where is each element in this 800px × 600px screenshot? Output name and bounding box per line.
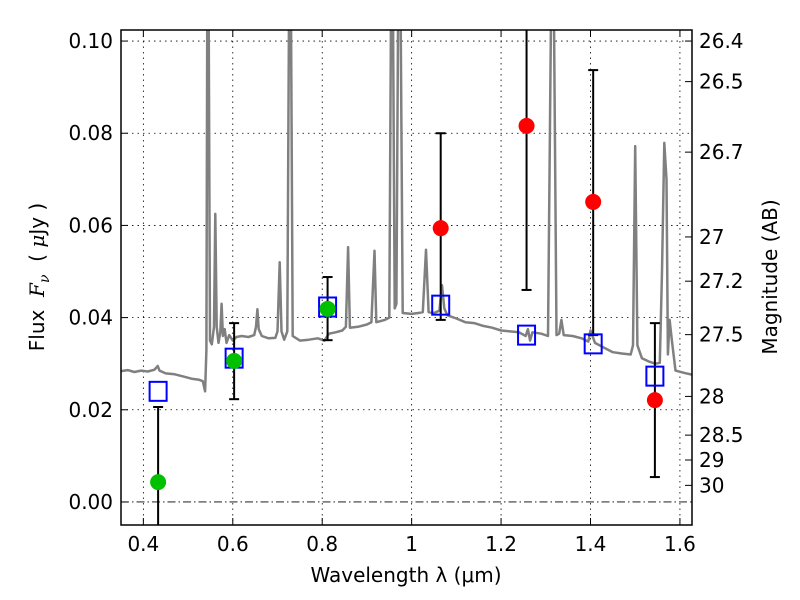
y-axis-label: Flux Fν ( μJy )	[25, 203, 53, 351]
x-tick-label: 1	[405, 532, 418, 556]
grid	[121, 30, 692, 525]
observed-photometry-point	[226, 352, 243, 369]
y-axis-label-unit-open: (	[25, 248, 49, 275]
tick-labels: 0.4 0.6 0.8 1 1.2 1.4 1.6 0.00 0.02 0.04 0.06 0.08 0…	[68, 29, 743, 556]
y-axis-label-symbol: F	[25, 282, 49, 298]
y2-tick-label: 26.5	[699, 70, 744, 94]
spectrum-line	[121, 30, 692, 393]
observed-photometry-point	[319, 300, 336, 317]
observed-photometry-point	[150, 474, 167, 491]
plot-frame	[120, 29, 693, 526]
y-axis-label-subscript: ν	[37, 274, 53, 283]
y2-axis-label: Magnitude (AB)	[758, 199, 782, 354]
observed-photometry-point	[585, 193, 602, 210]
y2-tick-label: 27	[699, 225, 724, 249]
y-tick-label: 0.02	[68, 398, 113, 422]
marker-layer	[150, 117, 663, 491]
spectrum-layer	[121, 30, 692, 393]
y-tick-label: 0.04	[68, 306, 113, 330]
y2-tick-label: 29	[699, 448, 724, 472]
model-photometry-square	[431, 294, 451, 316]
observed-photometry-point	[518, 117, 535, 134]
x-axis-label: Wavelength λ (μm)	[310, 563, 501, 587]
observed-photometry-point	[646, 392, 663, 409]
y-axis-label-mu: μ	[25, 235, 49, 248]
y2-tick-label: 26.7	[699, 140, 744, 164]
y-tick-label: 0.06	[68, 213, 113, 237]
y2-tick-label: 28	[699, 384, 724, 408]
y-axis-label-prefix: Flux	[25, 297, 49, 351]
square-layer	[148, 294, 665, 402]
model-photometry-square	[517, 324, 537, 346]
x-tick-label: 0.4	[127, 532, 159, 556]
y-tick-label: 0.00	[68, 490, 113, 514]
model-photometry-square	[148, 380, 168, 402]
y2-tick-label: 26.4	[699, 29, 744, 53]
x-tick-label: 0.6	[217, 532, 249, 556]
y2-tick-label: 28.5	[699, 423, 744, 447]
y2-tick-label: 27.2	[699, 269, 744, 293]
y2-tick-label: 27.5	[699, 323, 744, 347]
x-tick-label: 0.8	[306, 532, 338, 556]
model-photometry-square	[645, 365, 665, 387]
x-tick-label: 1.4	[575, 532, 607, 556]
model-photometry-square	[583, 333, 603, 355]
y-tick-label: 0.10	[68, 29, 113, 53]
y-axis-label-unit: Jy )	[25, 203, 49, 237]
x-tick-label: 1.2	[485, 532, 517, 556]
ticks	[121, 30, 692, 525]
y2-axis-label-text: Magnitude (AB)	[758, 199, 782, 354]
observed-photometry-point	[432, 220, 449, 237]
y-tick-label: 0.08	[68, 121, 113, 145]
x-axis-label-text: Wavelength λ (μm)	[310, 563, 501, 587]
y2-tick-label: 30	[699, 473, 724, 497]
x-tick-label: 1.6	[664, 532, 696, 556]
